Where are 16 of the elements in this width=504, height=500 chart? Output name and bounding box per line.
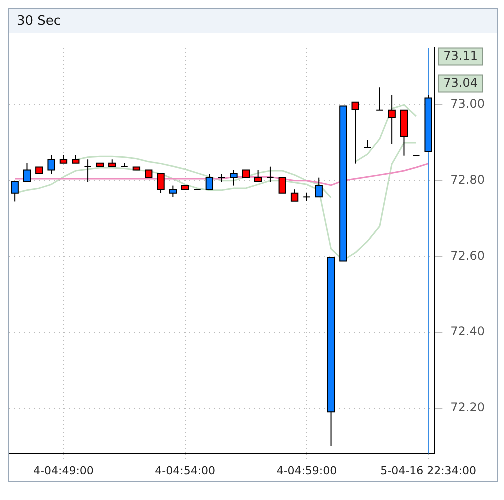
text: 73.11	[444, 48, 478, 63]
y-tick-label: 72.40	[450, 324, 486, 339]
x-tick-label: 5-04-16 22:34:00	[380, 464, 476, 478]
text: 73.04	[444, 76, 478, 90]
candlestick	[364, 140, 372, 148]
chart-title: 30 Sec	[9, 9, 497, 33]
y-tick-label: 72.60	[450, 248, 486, 263]
candlestick	[266, 166, 274, 183]
y-tick-label: 72.20	[450, 400, 486, 414]
y-tick-label: 73.00	[450, 97, 486, 112]
x-tick-label: 4-04:54:00	[155, 464, 216, 478]
candlestick	[84, 159, 92, 183]
candlestick	[376, 87, 384, 111]
x-tick-label: 4-04:59:00	[276, 464, 338, 478]
x-tick-label: 4-04:49:00	[34, 464, 94, 478]
y-tick-label: 72.80	[450, 173, 486, 187]
